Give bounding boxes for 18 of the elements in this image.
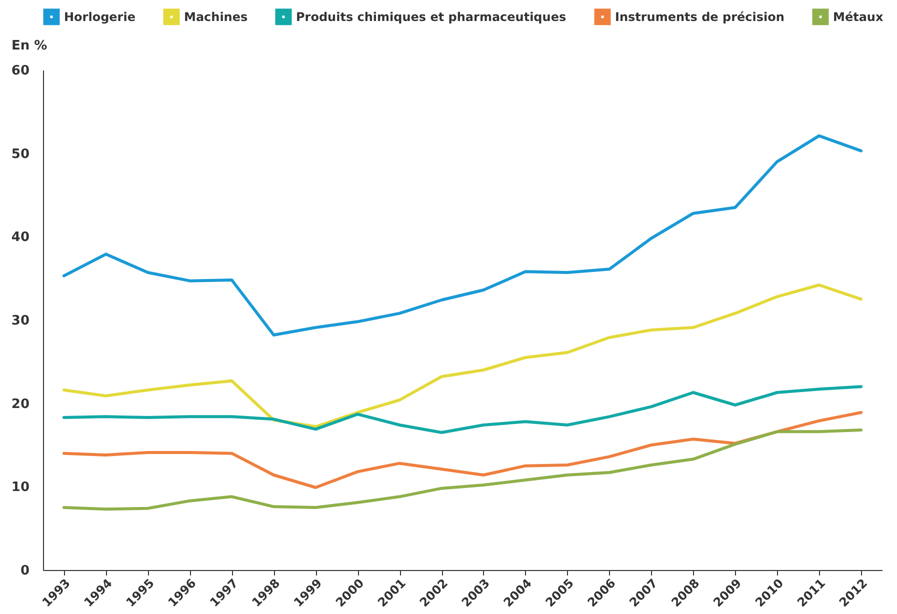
line-series xyxy=(62,284,863,428)
y-tick-label: 40 xyxy=(11,230,30,246)
y-tick-label: 50 xyxy=(11,146,30,162)
y-tick-label: 60 xyxy=(11,64,30,78)
y-tick-label: 30 xyxy=(11,314,30,328)
y-tick-label: 10 xyxy=(11,480,30,496)
line-series xyxy=(62,385,863,434)
legend-label: Machines xyxy=(184,10,248,24)
line-series xyxy=(62,428,863,511)
legend-label: Métaux xyxy=(833,10,884,24)
line-series xyxy=(62,411,863,489)
y-axis-title: En % xyxy=(12,38,48,54)
legend-label: Produits chimiques et pharmaceutiques xyxy=(296,10,566,24)
y-tick-label: 20 xyxy=(11,396,30,412)
legend-label: Instruments de précision xyxy=(615,10,784,24)
legend-label: Horlogerie xyxy=(64,10,136,24)
line-series xyxy=(62,134,863,336)
y-tick-label: 0 xyxy=(20,564,30,578)
